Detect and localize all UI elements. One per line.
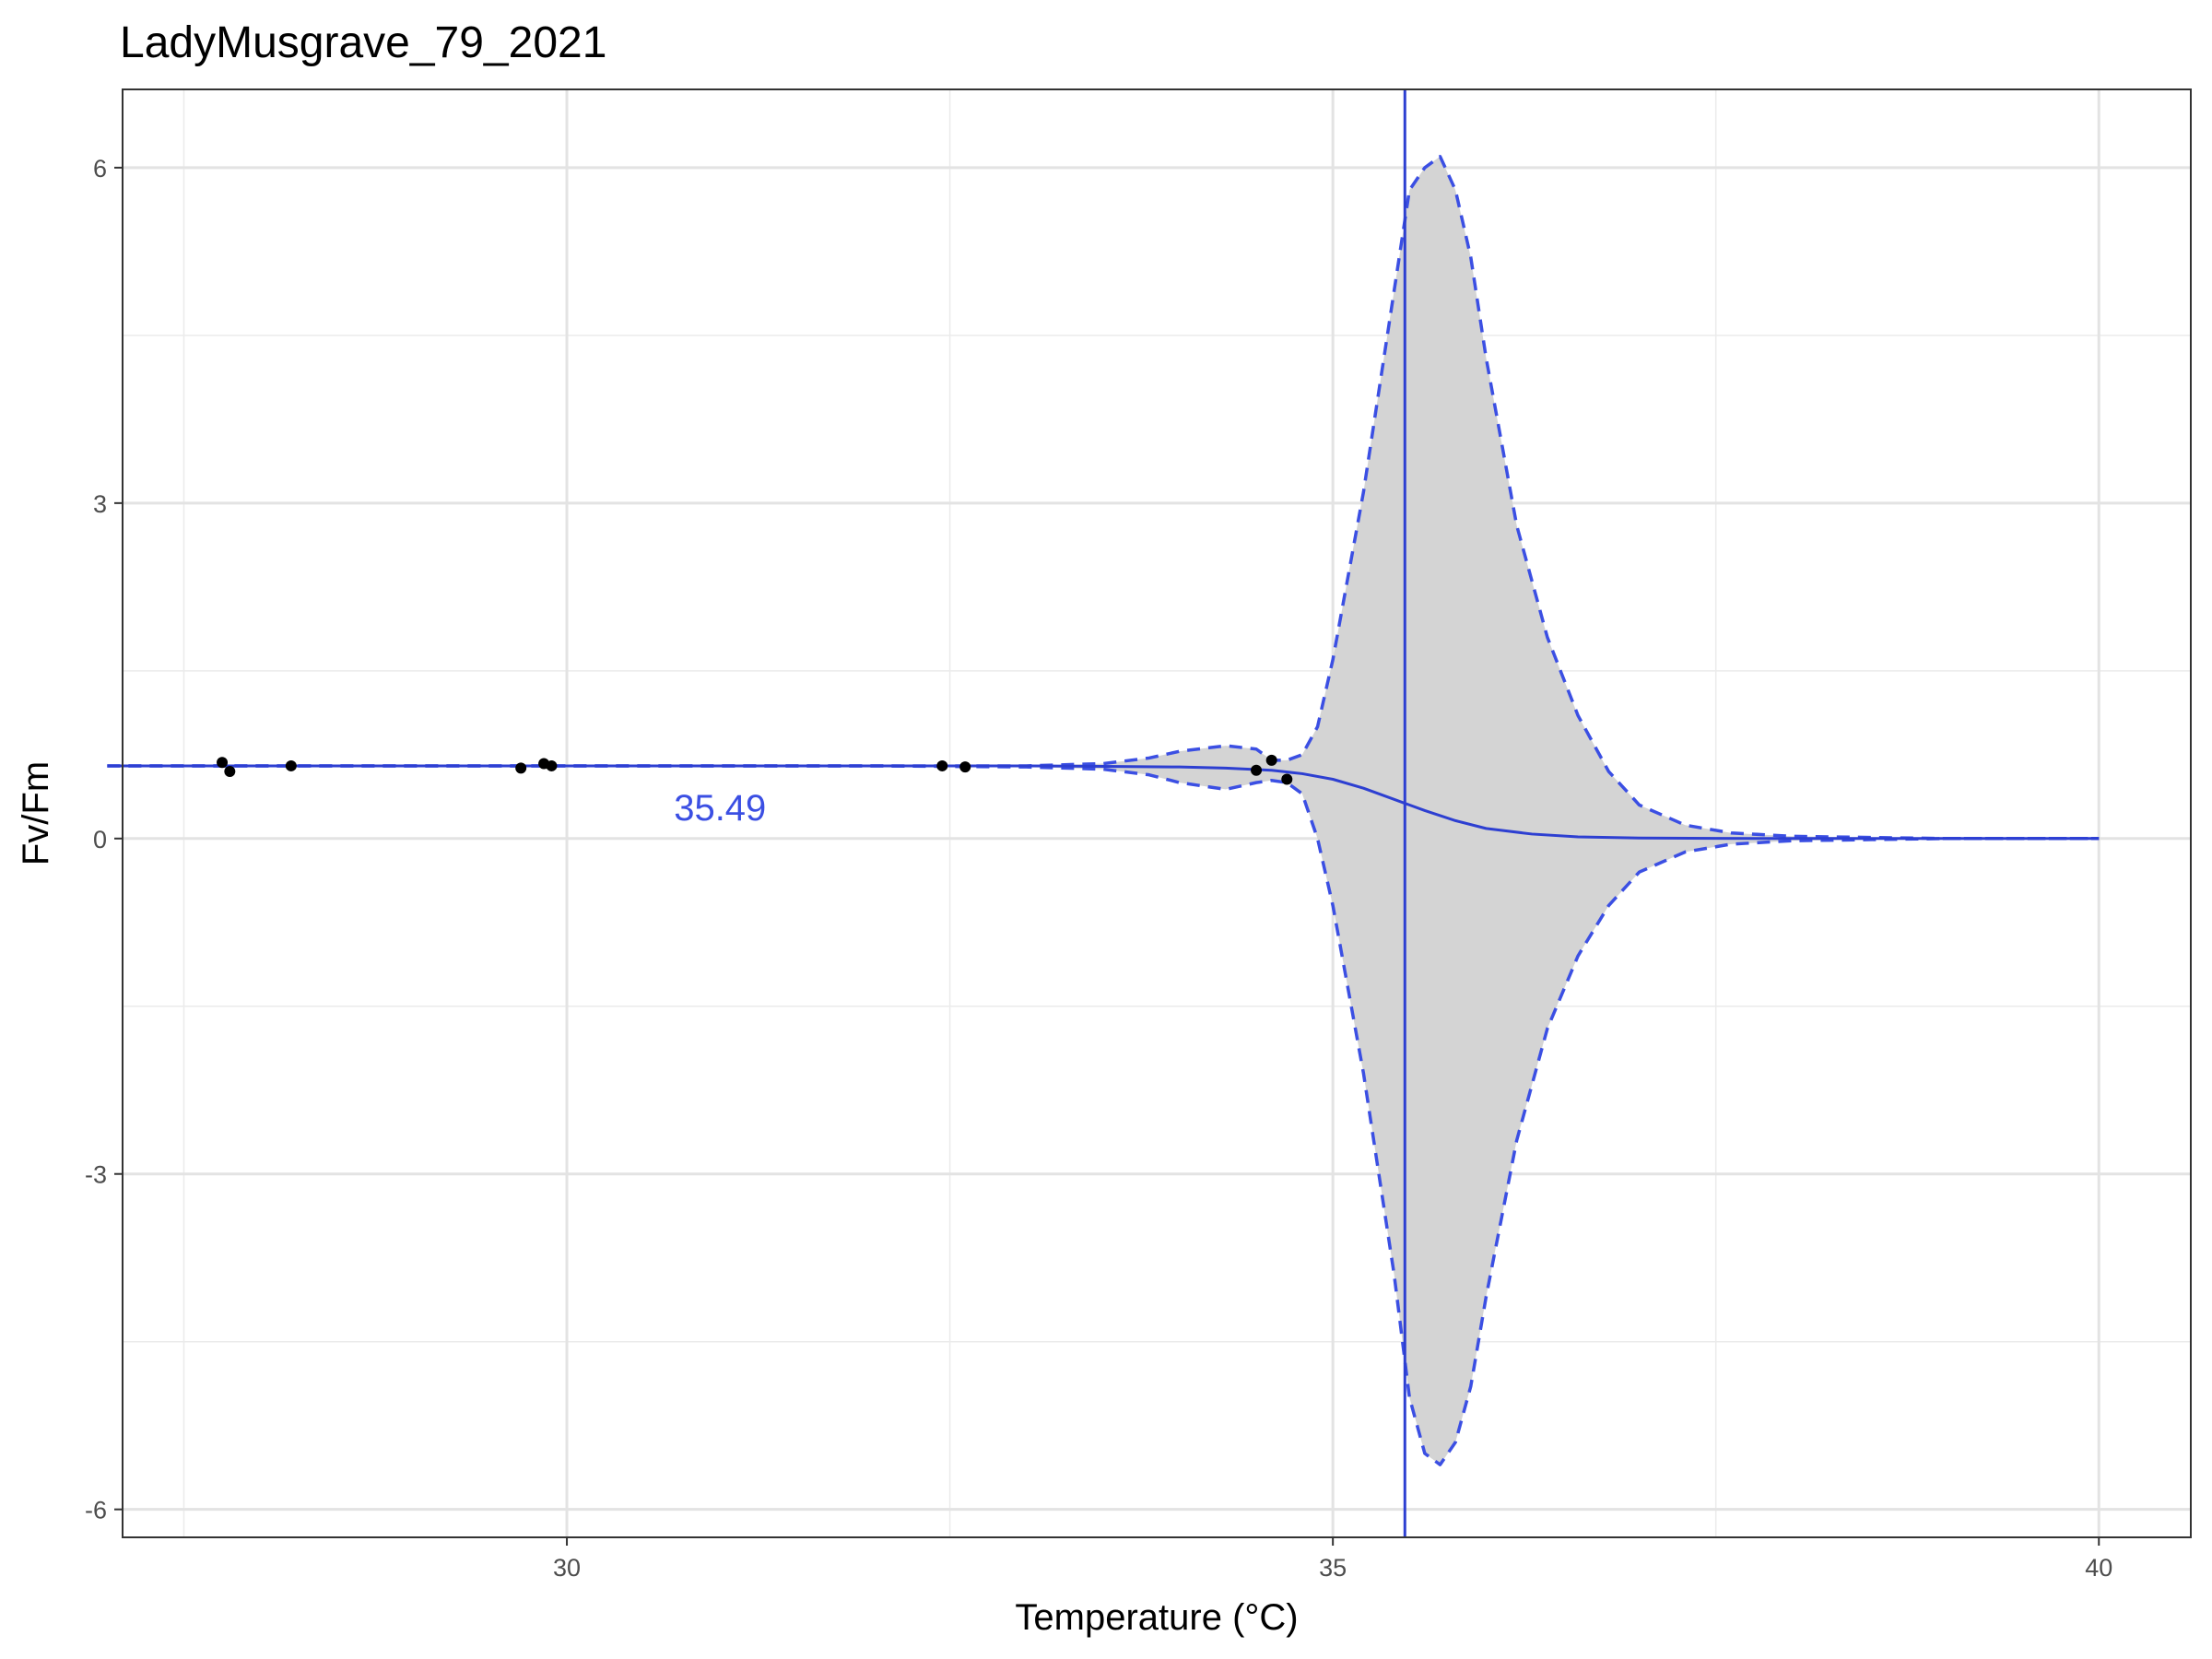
data-points-layer — [217, 754, 1293, 785]
data-point — [1265, 754, 1277, 766]
data-point — [959, 761, 971, 773]
data-point — [224, 766, 236, 778]
x-tick-label: 40 — [2085, 1554, 2112, 1582]
data-point — [515, 762, 527, 774]
y-tick-label: 6 — [93, 155, 107, 182]
confidence-band-upper-line — [107, 155, 2100, 841]
x-axis-title: Temperature (°C) — [1015, 1597, 1298, 1638]
x-tick-label: 30 — [553, 1554, 581, 1582]
x-tick-label: 35 — [1319, 1554, 1347, 1582]
y-tick-label: -3 — [85, 1161, 107, 1189]
y-tick-label: -6 — [85, 1497, 107, 1524]
data-point — [217, 757, 229, 769]
plot-panel-border — [122, 88, 2192, 1538]
data-point — [546, 759, 558, 771]
confidence-band-lower-line — [107, 764, 2100, 1466]
confidence-band-layer — [107, 155, 2100, 1466]
minor-grid — [123, 89, 2191, 1537]
data-point — [1251, 764, 1263, 776]
y-tick-label: 3 — [93, 490, 107, 518]
y-tick-label: 0 — [93, 826, 107, 853]
data-point — [936, 759, 948, 771]
data-point — [285, 759, 297, 771]
data-point — [1281, 773, 1293, 785]
threshold-value-label: 35.49 — [674, 788, 766, 829]
fit-line-layer — [107, 764, 2100, 841]
fit-curve — [107, 764, 2100, 841]
y-axis-title: Fv/Fm — [16, 761, 56, 865]
y-axis-ticks: -6 -3 0 3 6 — [85, 155, 123, 1524]
x-axis-ticks: 30 35 40 — [553, 1537, 2112, 1582]
chart-title: LadyMusgrave_79_2021 — [120, 18, 606, 67]
